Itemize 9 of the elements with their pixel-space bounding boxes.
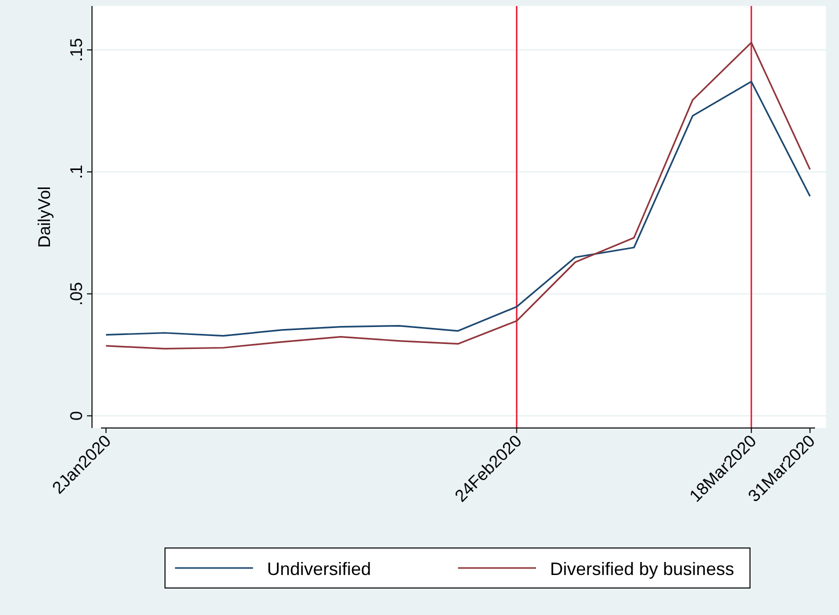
y-tick-label: .15 <box>67 38 86 62</box>
y-tick-label: .05 <box>67 282 86 306</box>
line-series <box>105 80 811 337</box>
y-axis-title: DailyVol <box>35 186 54 248</box>
legend-label: Diversified by business <box>550 559 734 579</box>
line-series <box>105 42 811 350</box>
legend-label: Undiversified <box>267 559 372 579</box>
y-tick-label: 0 <box>67 411 86 421</box>
y-tick-label: .1 <box>67 164 86 179</box>
